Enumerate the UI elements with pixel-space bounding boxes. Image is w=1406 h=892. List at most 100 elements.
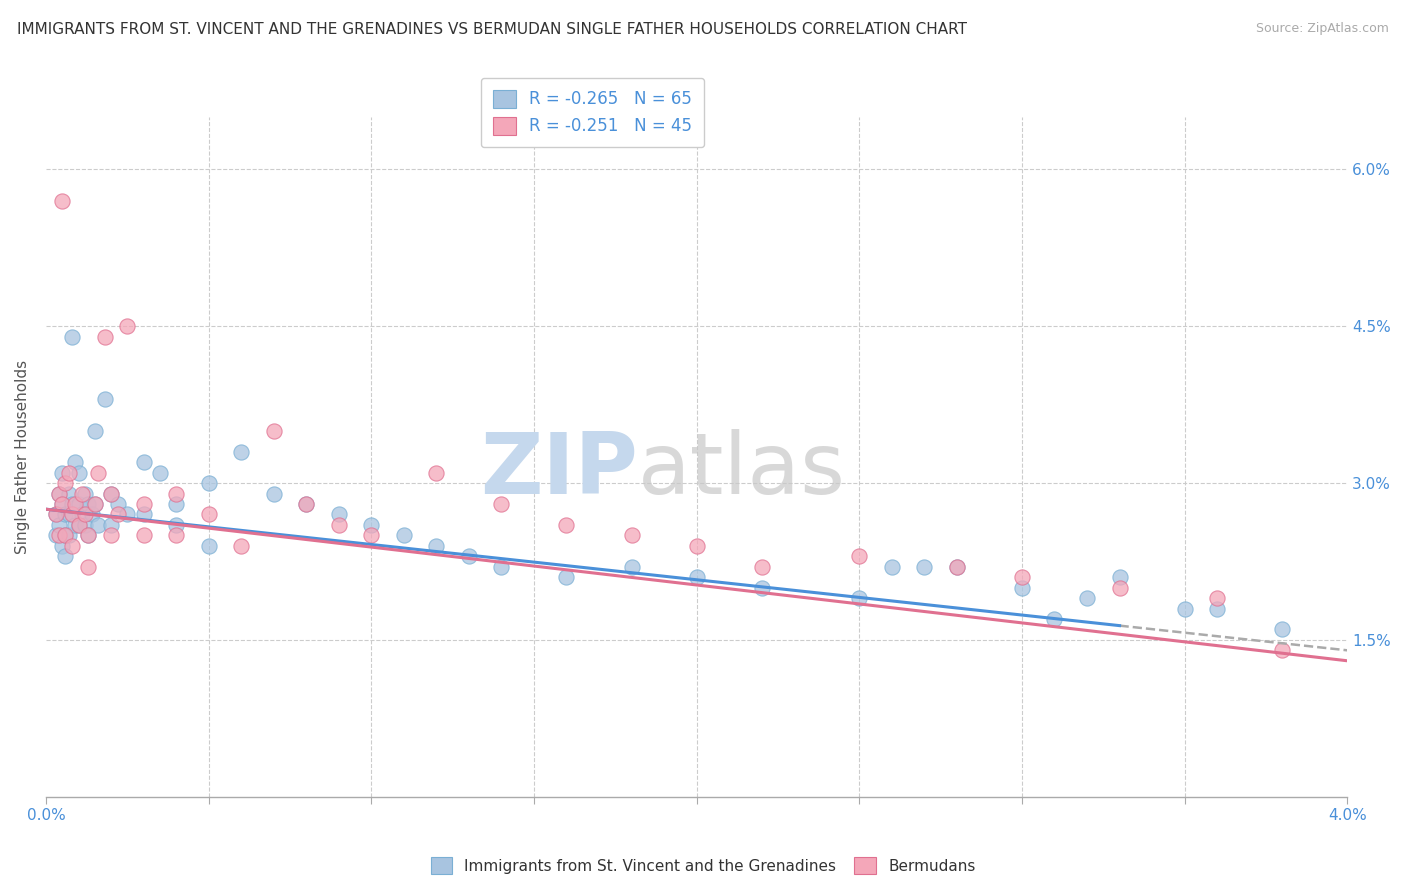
Point — [51, 497, 73, 511]
Point — [751, 581, 773, 595]
Point — [1011, 581, 1033, 595]
Point — [60, 329, 83, 343]
Point — [263, 424, 285, 438]
Point — [100, 486, 122, 500]
Point — [67, 466, 90, 480]
Point — [132, 528, 155, 542]
Point — [555, 517, 578, 532]
Point — [65, 517, 87, 532]
Point — [132, 508, 155, 522]
Point — [77, 559, 100, 574]
Point — [77, 528, 100, 542]
Point — [425, 466, 447, 480]
Point — [231, 444, 253, 458]
Point — [80, 508, 103, 522]
Point — [93, 392, 115, 407]
Point — [880, 559, 903, 574]
Point — [295, 497, 318, 511]
Point — [555, 570, 578, 584]
Point — [165, 497, 187, 511]
Point — [60, 508, 83, 522]
Point — [1174, 601, 1197, 615]
Point — [620, 559, 643, 574]
Point — [60, 539, 83, 553]
Point — [77, 497, 100, 511]
Point — [48, 486, 70, 500]
Point — [165, 517, 187, 532]
Point — [58, 528, 80, 542]
Point — [51, 466, 73, 480]
Point — [45, 508, 67, 522]
Point — [77, 528, 100, 542]
Point — [73, 517, 96, 532]
Point — [93, 329, 115, 343]
Point — [100, 528, 122, 542]
Point — [491, 497, 513, 511]
Point — [392, 528, 415, 542]
Point — [1076, 591, 1098, 605]
Point — [70, 486, 93, 500]
Point — [107, 508, 129, 522]
Point — [912, 559, 935, 574]
Point — [55, 549, 77, 564]
Point — [58, 486, 80, 500]
Point — [67, 497, 90, 511]
Point — [55, 508, 77, 522]
Point — [51, 497, 73, 511]
Point — [1011, 570, 1033, 584]
Point — [55, 528, 77, 542]
Point — [60, 497, 83, 511]
Point — [107, 497, 129, 511]
Point — [45, 508, 67, 522]
Point — [1206, 591, 1229, 605]
Point — [328, 508, 350, 522]
Point — [132, 455, 155, 469]
Point — [55, 528, 77, 542]
Point — [1108, 570, 1130, 584]
Point — [295, 497, 318, 511]
Text: IMMIGRANTS FROM ST. VINCENT AND THE GRENADINES VS BERMUDAN SINGLE FATHER HOUSEHO: IMMIGRANTS FROM ST. VINCENT AND THE GREN… — [17, 22, 967, 37]
Point — [457, 549, 479, 564]
Point — [87, 517, 110, 532]
Point — [1271, 643, 1294, 657]
Point — [83, 497, 105, 511]
Point — [197, 508, 219, 522]
Point — [685, 539, 707, 553]
Point — [83, 497, 105, 511]
Point — [1206, 601, 1229, 615]
Point — [48, 528, 70, 542]
Point — [620, 528, 643, 542]
Point — [58, 508, 80, 522]
Point — [360, 517, 382, 532]
Point — [165, 486, 187, 500]
Point — [751, 559, 773, 574]
Point — [360, 528, 382, 542]
Point — [197, 539, 219, 553]
Point — [117, 508, 139, 522]
Point — [83, 424, 105, 438]
Text: atlas: atlas — [638, 429, 846, 512]
Point — [48, 486, 70, 500]
Point — [165, 528, 187, 542]
Point — [51, 194, 73, 208]
Point — [45, 528, 67, 542]
Point — [67, 517, 90, 532]
Point — [197, 476, 219, 491]
Text: ZIP: ZIP — [481, 429, 638, 512]
Point — [946, 559, 969, 574]
Point — [65, 455, 87, 469]
Point — [848, 591, 870, 605]
Point — [1108, 581, 1130, 595]
Point — [132, 497, 155, 511]
Point — [73, 508, 96, 522]
Point — [685, 570, 707, 584]
Legend: Immigrants from St. Vincent and the Grenadines, Bermudans: Immigrants from St. Vincent and the Gren… — [425, 851, 981, 880]
Point — [100, 486, 122, 500]
Point — [946, 559, 969, 574]
Point — [149, 466, 172, 480]
Point — [1271, 623, 1294, 637]
Text: Source: ZipAtlas.com: Source: ZipAtlas.com — [1256, 22, 1389, 36]
Point — [55, 476, 77, 491]
Point — [425, 539, 447, 553]
Point — [848, 549, 870, 564]
